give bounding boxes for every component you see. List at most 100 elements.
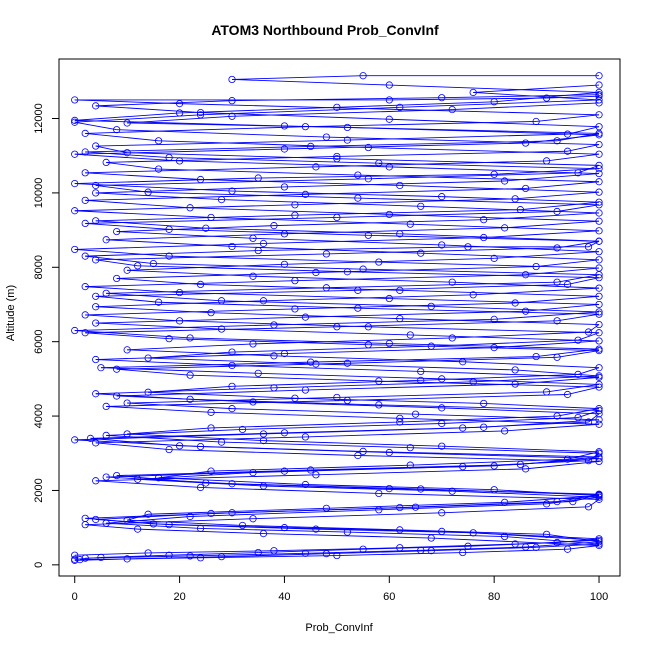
series-line-segment	[127, 433, 264, 442]
data-point	[595, 410, 603, 418]
series-line-segment	[221, 441, 411, 449]
data-point	[155, 165, 163, 173]
series-line-segment	[85, 126, 306, 134]
data-point	[207, 424, 215, 432]
series-line-segment	[441, 445, 600, 453]
data-point	[396, 503, 404, 512]
data-point	[259, 297, 268, 305]
data-point	[301, 190, 310, 198]
plot-frame	[58, 58, 621, 577]
data-point	[511, 299, 519, 307]
series-line-segment	[263, 485, 453, 492]
data-point	[385, 115, 393, 123]
data-point	[81, 196, 89, 204]
y-tick-label: 0	[33, 562, 45, 568]
series-line-segment	[441, 244, 600, 253]
series-line-segment	[315, 468, 526, 476]
series-line-segment	[106, 399, 348, 407]
series-line-segment	[431, 546, 537, 552]
series-line-segment	[211, 216, 411, 225]
data-point	[364, 323, 372, 331]
data-point	[217, 553, 226, 561]
series-line-segment	[389, 214, 600, 222]
series-line-segment	[557, 204, 600, 212]
data-point	[76, 556, 84, 564]
data-point	[71, 150, 79, 158]
series-line-segment	[85, 524, 138, 530]
series-line-segment	[263, 533, 432, 539]
data-point	[490, 486, 498, 494]
series-line-segment	[137, 472, 254, 480]
data-point	[270, 352, 278, 360]
data-point	[71, 436, 79, 444]
data-point	[595, 457, 603, 466]
data-point	[165, 225, 173, 233]
series-line-segment	[441, 378, 600, 385]
y-axis: 0 2000 4000 6000 8000 10000 12000	[33, 103, 59, 568]
data-point	[92, 439, 100, 447]
series-line-segment	[85, 172, 201, 180]
data-point	[102, 158, 110, 166]
data-point	[280, 145, 289, 153]
series-line-segment	[357, 197, 600, 206]
series-line-segment	[577, 410, 600, 418]
data-point	[92, 256, 100, 264]
data-point	[584, 243, 593, 251]
data-point	[228, 405, 236, 413]
series-line-segment	[515, 191, 600, 200]
data-point	[249, 398, 257, 406]
data-point	[595, 161, 603, 169]
data-point	[144, 549, 152, 557]
series-line-segment	[190, 207, 390, 215]
series-line-segment	[100, 554, 170, 558]
series-line-segment	[74, 177, 259, 185]
series-line-segment	[494, 340, 600, 349]
series-line-segment	[148, 357, 316, 365]
data-point	[595, 131, 603, 139]
data-point	[563, 130, 572, 138]
data-point	[511, 380, 519, 388]
series-line-segment	[473, 532, 600, 541]
series-line-segment	[232, 483, 421, 490]
data-point	[102, 236, 110, 244]
data-point	[385, 294, 393, 303]
series-line-segment	[258, 246, 468, 252]
series-line-segment	[211, 464, 411, 472]
series-line-segment	[85, 132, 159, 142]
series-line-segment	[567, 277, 600, 285]
x-tick-label: 40	[278, 591, 290, 603]
series-line-segment	[441, 94, 600, 99]
series-line-segment	[200, 283, 400, 291]
data-point	[563, 545, 572, 553]
data-point	[71, 96, 79, 104]
series-line-segment	[357, 307, 600, 315]
series-line-segment	[85, 145, 311, 153]
data-point	[301, 313, 310, 321]
data-point	[396, 181, 404, 190]
series-line-segment	[378, 492, 600, 500]
data-point	[165, 252, 173, 260]
data-point	[406, 331, 414, 339]
data-point	[522, 465, 530, 473]
data-point	[186, 552, 194, 560]
data-point	[354, 304, 362, 312]
data-point	[595, 347, 603, 355]
series-line-segment	[95, 178, 369, 186]
data-point	[217, 195, 226, 204]
series-line-segment	[127, 115, 233, 124]
data-point	[595, 308, 603, 316]
data-point	[438, 404, 446, 412]
data-point	[354, 171, 362, 179]
series-line-segment	[588, 499, 600, 508]
series-line-segment	[106, 516, 191, 524]
series-line-segment	[95, 322, 222, 330]
data-point	[364, 143, 372, 152]
series-line-segment	[95, 474, 316, 482]
data-point	[490, 462, 498, 470]
series-line-segment	[169, 552, 259, 556]
data-point	[396, 414, 404, 422]
series-line-segment	[284, 180, 505, 188]
data-point	[595, 337, 603, 345]
data-point	[501, 177, 509, 185]
series-line-segment	[504, 423, 600, 432]
